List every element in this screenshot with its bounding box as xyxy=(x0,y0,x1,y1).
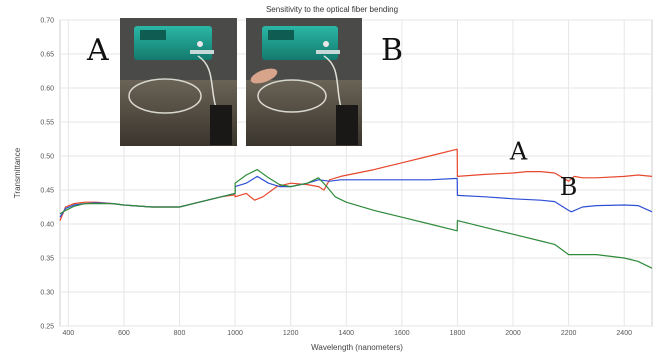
curve-label-a: A xyxy=(509,137,528,165)
x-tick-label: 2400 xyxy=(616,330,632,337)
y-tick-label: 0.70 xyxy=(40,18,54,25)
y-tick-label: 0.65 xyxy=(40,52,54,59)
x-axis-label: Wavelength (nanometers) xyxy=(311,343,403,352)
y-axis-ticks: 0.25 0.30 0.35 0.40 0.45 0.50 0.55 0.60 0.65 0.70 xyxy=(40,18,54,331)
chart-title: Sensitivity to the optical fiber bending xyxy=(266,5,398,14)
x-tick-label: 2000 xyxy=(505,330,521,337)
y-tick-label: 0.40 xyxy=(40,222,54,229)
photo-label-b: B xyxy=(381,33,403,68)
y-tick-label: 0.30 xyxy=(40,290,54,297)
series-lines xyxy=(59,148,653,269)
x-tick-label: 600 xyxy=(118,330,130,337)
photo-label-a: A xyxy=(86,33,109,68)
y-axis-label: Transmittance xyxy=(13,147,22,198)
y-tick-label: 0.45 xyxy=(40,188,54,195)
x-tick-label: 2200 xyxy=(561,330,577,337)
y-tick-label: 0.55 xyxy=(40,120,54,127)
photo-straight-fiber xyxy=(120,18,237,146)
curve-label-b: B xyxy=(560,173,578,201)
y-tick-label: 0.25 xyxy=(40,324,54,331)
x-axis-ticks: 400 600 800 1000 1200 1400 1600 1800 2000 2200 240… xyxy=(62,330,632,337)
x-tick-label: 400 xyxy=(62,330,74,337)
x-tick-label: 800 xyxy=(174,330,186,337)
x-tick-label: 1800 xyxy=(450,330,466,337)
y-tick-label: 0.35 xyxy=(40,256,54,263)
x-tick-label: 1000 xyxy=(227,330,243,337)
y-tick-label: 0.60 xyxy=(40,86,54,93)
series-line-3 xyxy=(59,169,653,269)
y-tick-label: 0.50 xyxy=(40,154,54,161)
photo-bent-fiber xyxy=(246,18,362,146)
curve-labels: AB xyxy=(509,137,578,200)
x-tick-label: 1400 xyxy=(338,330,354,337)
x-tick-label: 1600 xyxy=(394,330,410,337)
x-tick-label: 1200 xyxy=(283,330,299,337)
